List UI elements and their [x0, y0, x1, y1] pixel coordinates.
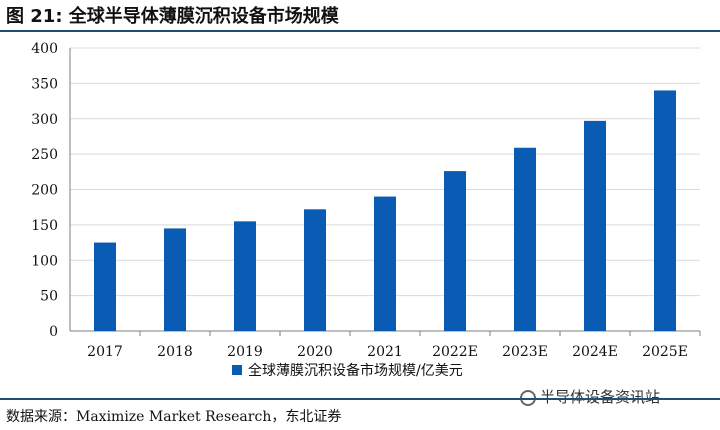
y-tick-label: 200: [31, 183, 58, 199]
x-tick-label: 2017: [87, 344, 123, 360]
y-tick-label: 250: [31, 147, 58, 163]
x-tick-label: 2021: [367, 344, 403, 360]
bar: [94, 242, 116, 331]
source-note: 数据来源：Maximize Market Research，东北证券: [6, 409, 342, 425]
bar: [304, 209, 326, 331]
bar: [584, 120, 606, 331]
x-tick-label: 2023E: [502, 344, 548, 360]
wechat-icon: [520, 389, 536, 406]
figure-title: 图 21: 全球半导体薄膜沉积设备市场规模: [6, 2, 339, 28]
bar: [374, 196, 396, 331]
figure-title-text: 全球半导体薄膜沉积设备市场规模: [68, 6, 339, 27]
x-tick-label: 2020: [297, 344, 333, 360]
watermark: 半导体设备资讯站: [520, 386, 660, 407]
y-tick-label: 100: [31, 253, 58, 269]
y-tick-label: 150: [31, 218, 58, 234]
bar: [164, 228, 186, 331]
x-tick-label: 2018: [157, 344, 193, 360]
x-tick-label: 2019: [227, 344, 263, 360]
y-tick-label: 400: [31, 41, 58, 57]
watermark-text: 半导体设备资讯站: [540, 388, 661, 406]
bar: [514, 147, 536, 331]
x-tick-label: 2024E: [572, 344, 618, 360]
legend-swatch: [232, 365, 242, 375]
y-tick-label: 0: [49, 324, 58, 340]
figure-header: 图 21: 全球半导体薄膜沉积设备市场规模: [0, 0, 720, 32]
figure-label: 图 21:: [6, 6, 63, 27]
x-tick-label: 2022E: [432, 344, 478, 360]
y-tick-label: 300: [31, 112, 58, 128]
y-tick-label: 350: [31, 76, 58, 92]
title-divider: [0, 30, 720, 32]
bar: [444, 171, 466, 331]
bar-chart: 0 50 100 150 200 250 300 350 400 2017 2018 2019 2020…: [31, 41, 701, 379]
source-divider: [0, 398, 720, 400]
bar: [234, 221, 256, 331]
bar: [654, 90, 676, 331]
y-tick-label: 50: [40, 289, 58, 305]
legend-label: 全球薄膜沉积设备市场规模/亿美元: [248, 362, 463, 379]
x-tick-label: 2025E: [642, 344, 688, 360]
